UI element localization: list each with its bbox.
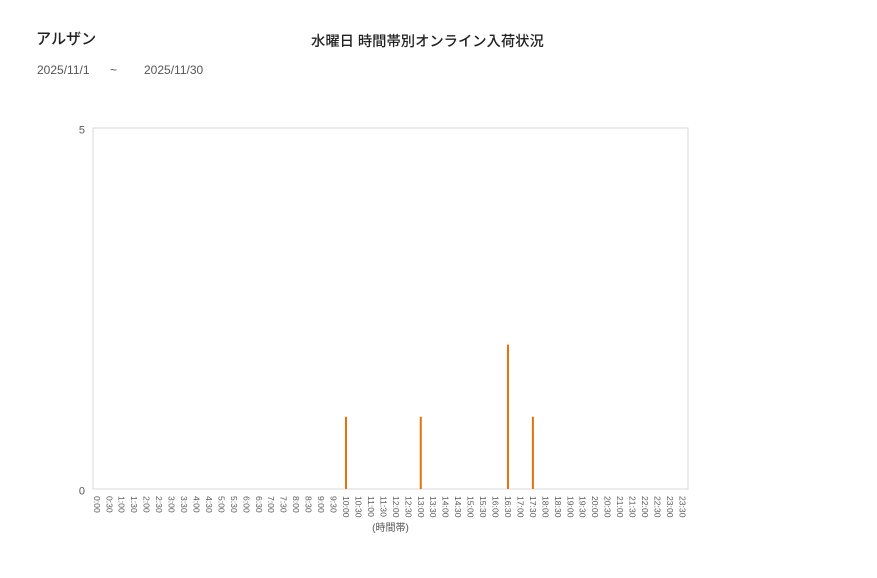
svg-text:19:00: 19:00 — [565, 496, 575, 518]
svg-text:(時間帯): (時間帯) — [372, 521, 409, 534]
svg-text:8:00: 8:00 — [291, 496, 301, 513]
svg-text:13:30: 13:30 — [428, 496, 438, 518]
svg-text:18:00: 18:00 — [540, 496, 550, 518]
svg-text:9:00: 9:00 — [316, 496, 326, 513]
svg-text:20:30: 20:30 — [603, 496, 613, 518]
svg-text:23:00: 23:00 — [665, 496, 675, 518]
svg-text:13:00: 13:00 — [416, 496, 426, 518]
svg-text:7:00: 7:00 — [266, 496, 276, 513]
svg-text:10:00: 10:00 — [341, 496, 351, 518]
svg-text:22:30: 22:30 — [653, 496, 663, 518]
svg-text:4:00: 4:00 — [191, 496, 201, 513]
svg-text:9:30: 9:30 — [329, 496, 339, 513]
svg-text:0:30: 0:30 — [104, 496, 114, 513]
svg-text:18:30: 18:30 — [553, 496, 563, 518]
svg-text:0:00: 0:00 — [92, 496, 102, 513]
svg-text:14:00: 14:00 — [441, 496, 451, 518]
svg-text:1:30: 1:30 — [129, 496, 139, 513]
svg-text:8:30: 8:30 — [304, 496, 314, 513]
svg-text:5: 5 — [79, 125, 85, 137]
svg-text:15:00: 15:00 — [466, 496, 476, 518]
svg-text:17:00: 17:00 — [515, 496, 525, 518]
svg-text:21:00: 21:00 — [615, 496, 625, 518]
svg-text:11:00: 11:00 — [366, 496, 376, 517]
svg-text:7:30: 7:30 — [279, 496, 289, 513]
svg-text:15:30: 15:30 — [478, 496, 488, 518]
svg-text:0: 0 — [79, 486, 85, 498]
svg-text:23:30: 23:30 — [677, 496, 687, 518]
svg-text:20:00: 20:00 — [590, 496, 600, 518]
svg-text:3:30: 3:30 — [179, 496, 189, 513]
svg-text:16:30: 16:30 — [503, 496, 513, 518]
svg-text:12:30: 12:30 — [403, 496, 413, 518]
svg-text:19:30: 19:30 — [578, 496, 588, 518]
svg-text:14:30: 14:30 — [453, 496, 463, 518]
svg-text:22:00: 22:00 — [640, 496, 650, 518]
svg-text:10:30: 10:30 — [353, 496, 363, 518]
svg-text:5:30: 5:30 — [229, 496, 239, 513]
svg-text:21:30: 21:30 — [628, 496, 638, 518]
svg-text:5:00: 5:00 — [216, 496, 226, 513]
svg-text:2:30: 2:30 — [154, 496, 164, 513]
svg-text:1:00: 1:00 — [117, 496, 127, 513]
svg-text:2:00: 2:00 — [142, 496, 152, 513]
svg-text:3:00: 3:00 — [167, 496, 177, 513]
svg-text:4:30: 4:30 — [204, 496, 214, 513]
svg-text:17:30: 17:30 — [528, 496, 538, 518]
svg-text:11:30: 11:30 — [378, 496, 388, 517]
svg-text:12:00: 12:00 — [391, 496, 401, 518]
svg-text:16:00: 16:00 — [491, 496, 501, 518]
svg-text:6:30: 6:30 — [254, 496, 264, 513]
svg-text:6:00: 6:00 — [241, 496, 251, 513]
